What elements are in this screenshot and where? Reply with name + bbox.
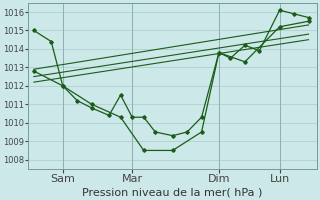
X-axis label: Pression niveau de la mer( hPa ): Pression niveau de la mer( hPa ) [83,187,263,197]
